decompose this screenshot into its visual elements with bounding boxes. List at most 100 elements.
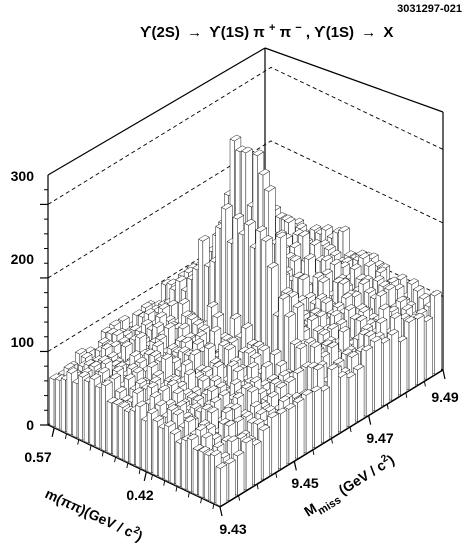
bar-face-top	[281, 287, 293, 294]
bar-face-top	[100, 357, 113, 365]
bar-face-left	[112, 402, 118, 458]
bar-face-top	[112, 329, 124, 336]
bar-face-top	[224, 419, 236, 427]
y-minor-tick	[312, 449, 315, 456]
bar-face-top	[112, 398, 125, 406]
bar-face-top	[386, 276, 399, 284]
bar-face-top	[209, 357, 222, 364]
bar-face-left	[169, 432, 175, 485]
bar-face-top	[149, 391, 162, 398]
x-minor-tick	[52, 427, 55, 434]
bar-face-top	[338, 225, 351, 233]
bar-face-top	[209, 396, 222, 403]
bar-face-top	[263, 185, 276, 192]
title-upsilon1s-pi: ϒ(1S) π	[209, 24, 265, 41]
bar-face-left	[158, 426, 164, 480]
bar-face-top	[315, 310, 328, 318]
bar-face-top	[212, 361, 225, 368]
bar-face-left	[164, 424, 169, 482]
bar-face-top	[135, 331, 147, 339]
bar-face-top	[315, 293, 328, 300]
bar-face-top	[369, 335, 382, 343]
bar-face-top	[321, 254, 333, 262]
bar-face-top	[132, 366, 145, 374]
bar-face-top	[275, 231, 288, 239]
bar-face-top	[215, 381, 228, 389]
bar-face-top	[100, 343, 113, 350]
bar-face-top	[209, 375, 222, 382]
x-tick-labels: 0.57 0.42	[24, 449, 153, 503]
bar-face-right	[263, 426, 270, 481]
bar-face-top	[266, 373, 279, 381]
bar-face-top	[418, 292, 431, 300]
bar-face-top	[309, 307, 322, 315]
bar-face-top	[172, 408, 185, 416]
bar-face-top	[304, 336, 316, 344]
bar-face-top	[221, 333, 233, 341]
bar-face-top	[152, 369, 165, 377]
bar-face-top	[269, 348, 282, 356]
bar-face-top	[166, 404, 179, 411]
bar-face-top	[158, 384, 170, 392]
title-upsilon1s-b: , ϒ(1S)	[306, 24, 354, 41]
bar-face-top	[341, 256, 353, 264]
bar-face-top	[172, 387, 185, 395]
bar-face-right	[228, 459, 236, 502]
y-axis-title-sub: miss	[316, 494, 344, 517]
bar-face-top	[298, 230, 310, 237]
bar-face-left	[146, 411, 152, 474]
bar-face-top	[180, 336, 193, 344]
bar-face-right	[314, 387, 322, 449]
x-axis-ticks	[51, 427, 215, 510]
y-tick-label-945: 9.45	[291, 475, 318, 491]
bar-face-top	[169, 428, 182, 435]
bar-face-top	[275, 407, 288, 415]
bar-face-top	[140, 318, 153, 326]
bar-face-top	[312, 325, 325, 332]
bar-face-top	[289, 255, 302, 262]
bar-face-top	[160, 353, 173, 360]
bar-face-top	[415, 307, 428, 315]
bar-face-top	[266, 411, 279, 419]
bar-face-top	[361, 323, 374, 331]
bar-face-right	[425, 317, 433, 380]
bar-face-top	[189, 348, 202, 356]
x-tick-label-057: 0.57	[24, 449, 51, 465]
bar-face-top	[332, 357, 345, 365]
bar-face-right	[417, 314, 425, 386]
bar-face-top	[395, 295, 408, 303]
bar-face-top	[261, 360, 273, 368]
x-minor-tick	[101, 451, 104, 457]
bar-face-top	[212, 441, 225, 448]
bar-face-left	[106, 400, 112, 455]
bar-face-top	[206, 301, 219, 308]
bar-face-top	[155, 311, 167, 319]
bar-face-top	[201, 403, 213, 411]
bar-face-top	[301, 389, 314, 396]
bar-face-right	[357, 365, 365, 423]
bar-face-top	[180, 359, 193, 366]
bar-face-top	[109, 319, 122, 327]
bar-face-top	[246, 361, 259, 369]
bar-face-top	[143, 348, 156, 356]
bar-face-top	[401, 304, 414, 311]
bar-face-top	[372, 275, 385, 282]
bar-face-top	[143, 308, 156, 315]
bar-face-top	[261, 235, 273, 242]
bar-face-top	[321, 297, 333, 304]
bar-face-right	[288, 405, 296, 465]
bar-face-top	[318, 276, 331, 283]
bar-face-left	[101, 383, 106, 452]
bar-face-left	[95, 385, 101, 449]
x-axis-title-main: m(ππ)(GeV / c	[43, 485, 136, 540]
grid-line-300	[47, 66, 444, 205]
bar-face-top	[198, 374, 210, 382]
bar-face-top	[361, 344, 374, 352]
bar-face-top	[115, 386, 127, 393]
bar-face-top	[209, 449, 222, 457]
bar-face-right	[400, 337, 408, 396]
z-tick-label-0: 0	[26, 417, 34, 433]
bar-face-top	[275, 359, 288, 367]
bar-face-top	[298, 273, 311, 281]
bar-face-top	[404, 316, 417, 323]
